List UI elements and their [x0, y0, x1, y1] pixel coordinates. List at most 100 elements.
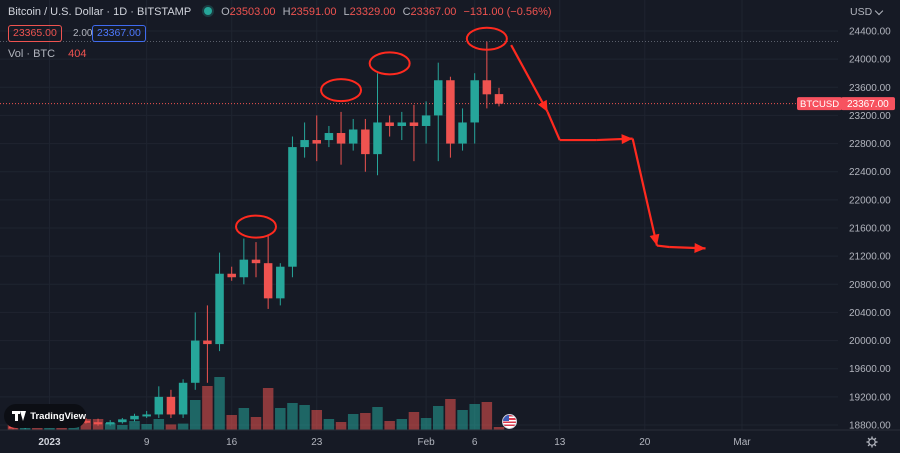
- candle-body[interactable]: [336, 133, 346, 144]
- highlight-ellipse: [465, 26, 508, 51]
- candle[interactable]: [494, 87, 504, 107]
- candle[interactable]: [239, 238, 249, 285]
- time-axis[interactable]: 26202391623Feb61320Mar: [0, 429, 900, 452]
- candle-body[interactable]: [397, 122, 407, 126]
- candle-body[interactable]: [93, 422, 103, 425]
- highlight-ellipse: [235, 214, 277, 239]
- price-axis-bg: [838, 0, 900, 452]
- candle[interactable]: [458, 108, 467, 151]
- candle-body[interactable]: [191, 340, 200, 383]
- candle[interactable]: [191, 312, 200, 390]
- candle-body[interactable]: [142, 414, 151, 417]
- candle[interactable]: [276, 263, 285, 306]
- candle[interactable]: [142, 410, 151, 418]
- volume-bar: [238, 408, 250, 430]
- candle[interactable]: [227, 266, 236, 281]
- sell-price-button[interactable]: 23365.00: [8, 25, 62, 42]
- candle[interactable]: [434, 62, 443, 162]
- symbol-title[interactable]: Bitcoin / U.S. Dollar · 1D · BITSTAMP: [8, 6, 191, 18]
- volume-bar: [226, 415, 237, 430]
- buy-price-button[interactable]: 23367.00: [92, 25, 146, 42]
- candle[interactable]: [81, 417, 91, 424]
- candle-body[interactable]: [494, 94, 504, 104]
- candle-body[interactable]: [482, 80, 492, 95]
- candle[interactable]: [312, 115, 322, 162]
- currency-label[interactable]: USD: [850, 6, 873, 18]
- candle[interactable]: [385, 115, 394, 137]
- settings-gear-icon[interactable]: [866, 435, 878, 448]
- candle-body[interactable]: [263, 263, 273, 299]
- candle-body[interactable]: [446, 80, 455, 144]
- candle-body[interactable]: [300, 140, 309, 148]
- candle-body[interactable]: [251, 259, 261, 264]
- candle-body[interactable]: [373, 122, 382, 155]
- volume-bar: [177, 423, 189, 430]
- candle-body[interactable]: [178, 382, 188, 415]
- candle[interactable]: [373, 73, 382, 176]
- candle[interactable]: [409, 104, 419, 162]
- candle[interactable]: [154, 386, 164, 418]
- candle[interactable]: [105, 420, 115, 426]
- candle[interactable]: [421, 101, 431, 144]
- candle[interactable]: [203, 305, 212, 383]
- candle[interactable]: [300, 122, 309, 158]
- candle[interactable]: [251, 242, 261, 278]
- arrow-segment: [656, 244, 670, 249]
- price-axis[interactable]: 24400.00 24000.00 23600.00 23200.00 22800.00…: [797, 0, 900, 452]
- candle-body[interactable]: [215, 273, 224, 345]
- price-tick-label: 24400.00: [849, 27, 891, 38]
- candle-body[interactable]: [409, 122, 419, 126]
- candle-body[interactable]: [361, 129, 370, 155]
- candle-body[interactable]: [239, 259, 249, 278]
- candle-body[interactable]: [227, 273, 236, 278]
- price-marker[interactable]: BTCUSD 23367.00: [797, 97, 895, 111]
- candle-body[interactable]: [312, 140, 322, 144]
- candle[interactable]: [482, 41, 492, 109]
- candle-body[interactable]: [81, 420, 91, 423]
- price-tick-label: 18800.00: [849, 421, 891, 432]
- candle[interactable]: [336, 111, 346, 165]
- candles[interactable]: [8, 41, 504, 430]
- candle-body[interactable]: [324, 133, 334, 141]
- candle-body[interactable]: [348, 129, 358, 144]
- candle[interactable]: [361, 118, 370, 172]
- candle[interactable]: [93, 418, 103, 426]
- candle-body[interactable]: [458, 122, 467, 144]
- volume-value: 404: [68, 48, 87, 60]
- candle-body[interactable]: [203, 340, 212, 345]
- candle-body[interactable]: [105, 422, 115, 425]
- volume-bar: [493, 427, 505, 430]
- candle[interactable]: [215, 252, 224, 352]
- symbol-tag-label: BTCUSD: [800, 99, 839, 110]
- candle[interactable]: [446, 76, 455, 158]
- candle-body[interactable]: [276, 266, 285, 299]
- candle[interactable]: [178, 379, 188, 418]
- candle-body[interactable]: [470, 80, 479, 123]
- candle[interactable]: [470, 73, 479, 144]
- time-axis-bg: [0, 430, 838, 452]
- change-value: −131.00 (−0.56%): [463, 6, 552, 18]
- candle-body[interactable]: [118, 419, 127, 423]
- candle[interactable]: [397, 111, 407, 141]
- candle[interactable]: [130, 413, 139, 422]
- candle-body[interactable]: [154, 396, 164, 415]
- price-tick-label: 21200.00: [849, 252, 891, 263]
- candle[interactable]: [324, 125, 334, 148]
- volume-bar: [372, 407, 383, 430]
- candle[interactable]: [166, 389, 176, 418]
- volume-bar: [347, 414, 359, 430]
- time-tick-label: Feb: [417, 437, 435, 448]
- candle[interactable]: [118, 417, 127, 424]
- candle-body[interactable]: [130, 415, 139, 420]
- candle-body[interactable]: [421, 115, 431, 126]
- us-flag-icon[interactable]: [502, 414, 517, 429]
- candle-body[interactable]: [166, 396, 176, 415]
- candle[interactable]: [263, 235, 273, 309]
- candle[interactable]: [288, 136, 297, 278]
- candle[interactable]: [348, 118, 358, 151]
- candle-body[interactable]: [434, 80, 443, 116]
- candle-body[interactable]: [385, 122, 394, 126]
- tradingview-logo[interactable]: TradingView: [4, 404, 86, 428]
- candle-body[interactable]: [288, 147, 297, 267]
